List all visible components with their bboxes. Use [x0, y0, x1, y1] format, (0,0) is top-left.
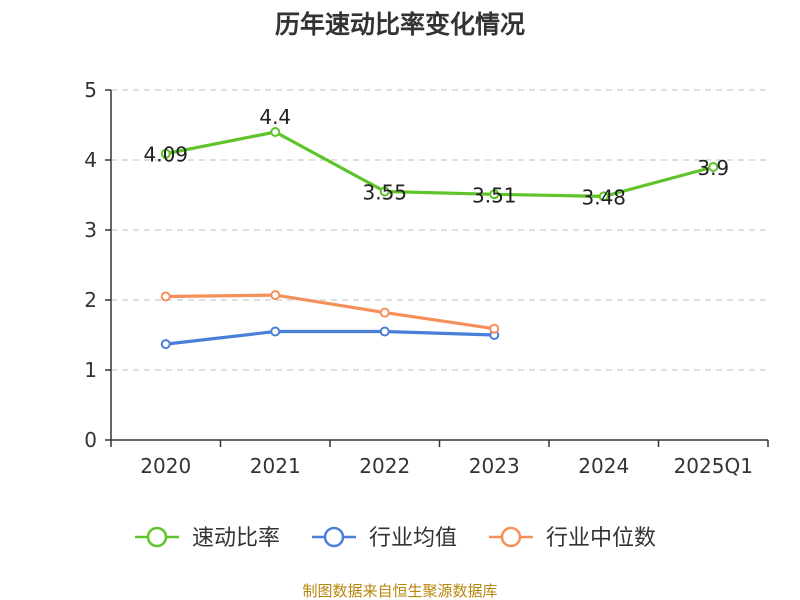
data-point — [489, 189, 500, 200]
series-line-1 — [165, 329, 495, 346]
x-tick-label: 2024 — [578, 454, 629, 478]
data-point — [270, 326, 281, 337]
data-point — [598, 191, 609, 202]
y-tick-label: 5 — [84, 78, 97, 102]
legend-swatch-marker — [500, 526, 522, 548]
data-point — [160, 291, 171, 302]
source-note: 制图数据来自恒生聚源数据库 — [302, 582, 497, 600]
data-label: 3.55 — [362, 181, 407, 205]
data-label: 3.48 — [581, 185, 626, 209]
legend-label: 行业均值 — [369, 526, 457, 551]
data-label: 3.9 — [697, 156, 729, 180]
axis-layer: 0 1 2 3 4 5 2020 2021 2022 2023 2024 2025Q1 — [84, 78, 769, 478]
legend-swatch-marker — [323, 526, 345, 548]
x-tick-label: 2025Q1 — [674, 454, 753, 478]
legend-item-1[interactable]: 行业均值 — [312, 526, 457, 551]
x-tick-label: 2023 — [469, 454, 520, 478]
x-tick-label: 2022 — [359, 454, 410, 478]
legend-label: 速动比率 — [192, 526, 280, 551]
series-line-2 — [165, 293, 495, 331]
grid-layer — [111, 89, 768, 371]
data-point — [270, 127, 281, 137]
data-point — [379, 307, 390, 318]
x-tick-label: 2020 — [140, 454, 191, 478]
chart-title: 历年速动比率变化情况 — [275, 10, 525, 39]
data-point — [379, 186, 390, 197]
data-point — [160, 148, 171, 159]
data-label: 3.51 — [472, 183, 517, 207]
y-tick-label: 2 — [84, 288, 97, 312]
legend-item-0[interactable]: 速动比率 — [135, 526, 280, 551]
y-tick-label: 1 — [84, 358, 97, 382]
data-label-layer: 4.09 4.4 3.55 3.51 3.48 3.9 — [143, 105, 729, 209]
legend-label: 行业中位数 — [546, 526, 656, 551]
data-label: 4.4 — [259, 105, 291, 129]
data-point — [270, 290, 281, 301]
data-point — [160, 339, 171, 350]
data-label: 4.09 — [143, 143, 188, 167]
data-point — [489, 323, 500, 334]
data-point — [708, 162, 719, 172]
legend: 速动比率 行业均值 行业中位数 — [135, 526, 656, 551]
series-layer — [160, 127, 719, 350]
x-tick-label: 2021 — [250, 454, 301, 478]
data-point — [379, 326, 390, 337]
legend-item-2[interactable]: 行业中位数 — [489, 526, 656, 551]
series-line-0 — [165, 130, 714, 198]
y-tick-label: 4 — [84, 148, 97, 172]
legend-swatch-marker — [146, 526, 168, 548]
y-tick-label: 0 — [84, 428, 97, 452]
y-tick-label: 3 — [84, 218, 97, 242]
